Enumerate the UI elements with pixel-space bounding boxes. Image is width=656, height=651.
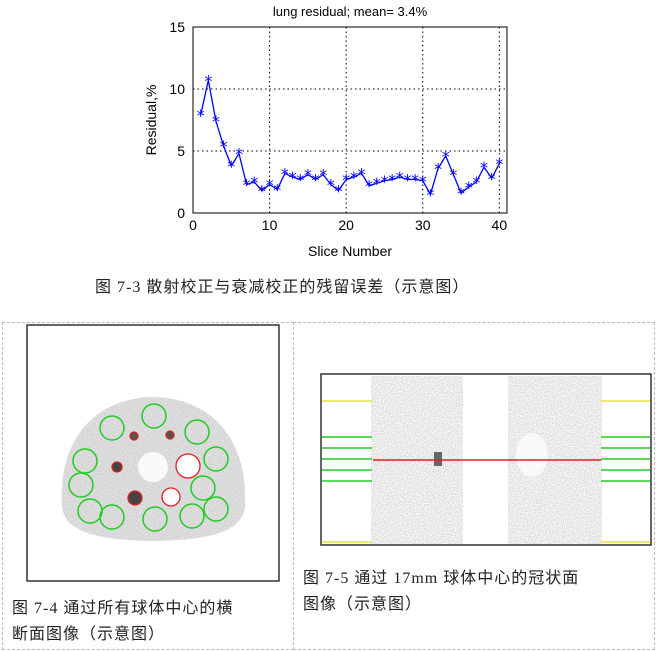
plot-frame	[192, 26, 508, 214]
data-point: *	[319, 166, 327, 185]
figure-7-5-panel	[293, 322, 655, 650]
data-point: *	[465, 178, 473, 197]
data-point: *	[258, 182, 266, 201]
data-point: *	[457, 184, 465, 203]
figure-7-4-caption-line1: 图 7-4 通过所有球体中心的横	[12, 600, 234, 617]
x-tick-label: 30	[415, 217, 431, 233]
chart-grid	[193, 27, 507, 213]
data-point: *	[296, 171, 304, 190]
sphere-rois	[111, 430, 201, 507]
data-point: *	[235, 144, 243, 163]
data-point: *	[289, 168, 297, 187]
data-point: *	[495, 154, 503, 173]
data-point: *	[281, 164, 289, 183]
series-line	[200, 80, 500, 197]
data-point: *	[426, 185, 434, 204]
data-point: *	[488, 169, 496, 188]
figure-7-5-caption-line2: 图像（示意图）	[303, 596, 423, 613]
x-tick-label: 40	[492, 217, 508, 233]
data-point: *	[357, 164, 365, 183]
data-point: *	[212, 112, 220, 131]
data-point: *	[350, 168, 358, 187]
background-rois	[68, 403, 229, 532]
data-point: *	[335, 182, 343, 201]
data-point: *	[472, 173, 480, 192]
data-point: *	[434, 159, 442, 178]
data-point: *	[312, 171, 320, 190]
data-point: *	[380, 172, 388, 191]
data-point: *	[250, 173, 258, 192]
data-point: *	[266, 175, 274, 194]
figure-7-4-caption-line2: 断面图像（示意图）	[12, 626, 166, 643]
data-point: *	[449, 166, 457, 185]
data-point: *	[442, 147, 450, 166]
data-point: *	[480, 158, 488, 177]
data-point: *	[388, 171, 396, 190]
chart-title: lung residual; mean= 3.4%	[273, 4, 428, 19]
data-point: *	[204, 71, 212, 90]
x-tick-label: 20	[338, 217, 354, 233]
data-point: *	[342, 171, 350, 190]
data-point: *	[373, 174, 381, 193]
data-point: *	[403, 171, 411, 190]
data-point: *	[411, 171, 419, 190]
y-tick-label: 5	[177, 143, 185, 159]
slice-lines	[322, 400, 650, 543]
y-tick-label: 10	[169, 81, 185, 97]
data-point: *	[365, 177, 373, 196]
x-tick-label: 0	[189, 217, 197, 233]
data-point: *	[243, 175, 251, 194]
data-point: *	[273, 180, 281, 199]
lung-insert	[138, 452, 168, 482]
x-axis-label: Slice Number	[308, 243, 392, 259]
x-tick-label: 10	[262, 217, 278, 233]
figure-7-5-caption-line1: 图 7-5 通过 17mm 球体中心的冠状面	[303, 570, 580, 587]
data-point: *	[220, 137, 228, 156]
data-point: *	[304, 166, 312, 185]
figure-7-3-caption: 图 7-3 散射校正与衰减校正的残留误差（示意图）	[95, 279, 470, 296]
data-point: *	[227, 157, 235, 176]
data-point: *	[419, 172, 427, 191]
data-point: *	[197, 106, 205, 125]
y-tick-label: 15	[169, 19, 185, 35]
y-tick-label: 0	[177, 205, 185, 221]
y-axis-label: Residual,%	[143, 85, 159, 156]
data-point: *	[396, 168, 404, 187]
data-point: *	[327, 175, 335, 194]
